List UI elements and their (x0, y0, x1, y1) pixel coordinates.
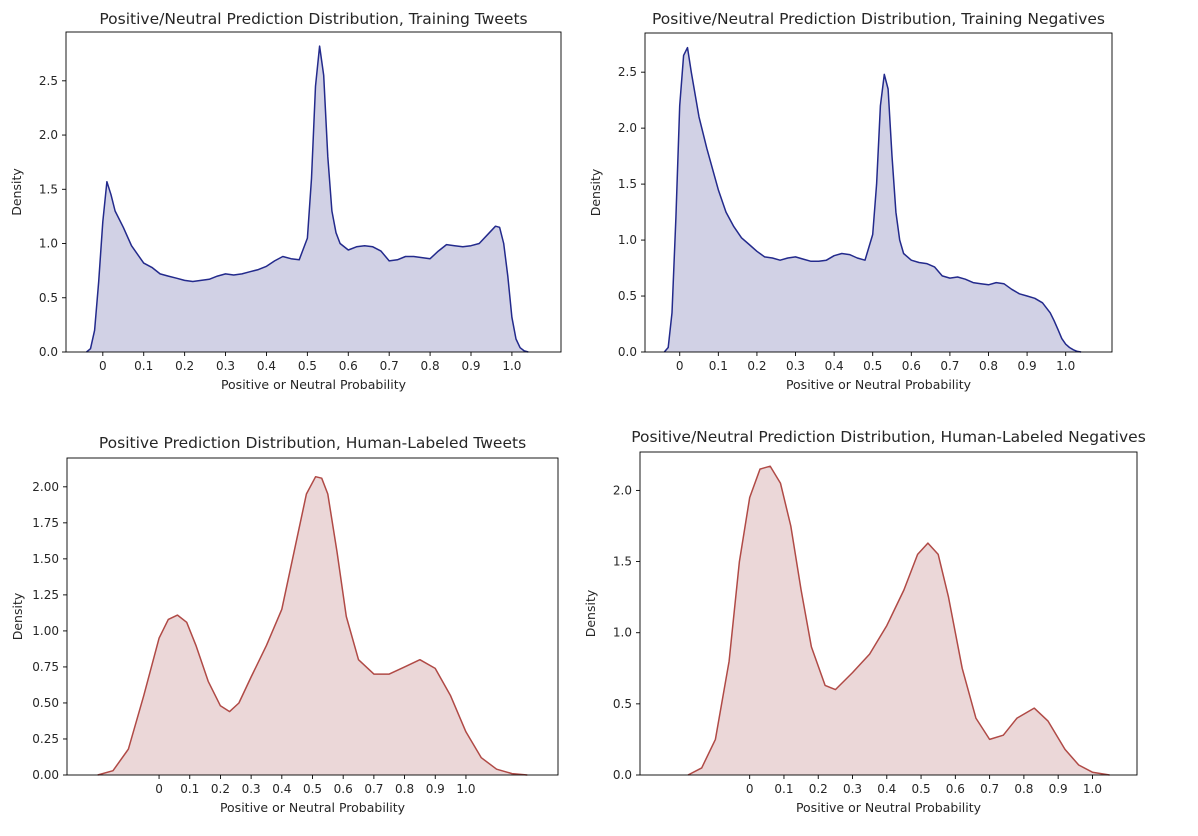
x-tick-label: 0.7 (380, 359, 399, 373)
x-tick-label: 0.4 (877, 782, 896, 796)
panel-human-labeled-tweets: Positive Prediction Distribution, Human-… (10, 434, 559, 815)
x-tick-label: 0.1 (709, 359, 728, 373)
density-line (663, 46, 1082, 353)
x-tick-label: 0 (99, 359, 107, 373)
y-tick-label: 1.5 (613, 555, 632, 569)
density-area (688, 466, 1110, 775)
y-tick-label: 0.5 (618, 289, 637, 303)
x-tick-label: 0.5 (863, 359, 882, 373)
y-tick-label: 1.75 (32, 516, 59, 530)
x-tick-label: 0.3 (242, 782, 261, 796)
x-tick-label: 1.0 (502, 359, 521, 373)
density-line (86, 45, 529, 353)
x-tick-label: 0.5 (912, 782, 931, 796)
y-tick-label: 1.0 (613, 626, 632, 640)
x-tick-label: 1.0 (456, 782, 475, 796)
y-axis-label: Density (588, 168, 603, 216)
y-tick-label: 2.0 (618, 121, 637, 135)
density-area (97, 476, 528, 775)
x-tick-label: 0.2 (809, 782, 828, 796)
y-tick-label: 1.0 (618, 233, 637, 247)
x-tick-label: 0.1 (134, 359, 153, 373)
panel-training-negatives: Positive/Neutral Prediction Distribution… (588, 10, 1113, 392)
y-tick-label: 0.25 (32, 732, 59, 746)
x-axis-label: Positive or Neutral Probability (220, 800, 406, 815)
y-tick-label: 0.5 (613, 697, 632, 711)
y-tick-label: 0.5 (39, 291, 58, 305)
axes-frame (639, 451, 1138, 776)
y-tick-label: 0.0 (618, 345, 637, 359)
chart-title: Positive Prediction Distribution, Human-… (99, 434, 526, 452)
y-axis-label: Density (583, 589, 598, 637)
chart-title: Positive/Neutral Prediction Distribution… (631, 428, 1146, 446)
x-tick-label: 0.5 (303, 782, 322, 796)
x-tick-label: 0.6 (902, 359, 921, 373)
panel-training-tweets: Positive/Neutral Prediction Distribution… (9, 10, 562, 392)
x-axis-label: Positive or Neutral Probability (786, 377, 972, 392)
x-tick-label: 0.8 (979, 359, 998, 373)
x-tick-label: 0.3 (786, 359, 805, 373)
x-tick-label: 0.6 (334, 782, 353, 796)
x-tick-label: 0.7 (364, 782, 383, 796)
x-tick-label: 0 (676, 359, 684, 373)
x-tick-label: 0.4 (825, 359, 844, 373)
x-tick-label: 0.3 (843, 782, 862, 796)
density-area (664, 47, 1082, 352)
x-tick-label: 1.0 (1056, 359, 1075, 373)
x-tick-label: 0.1 (180, 782, 199, 796)
x-tick-label: 0.7 (980, 782, 999, 796)
x-tick-label: 0.9 (1018, 359, 1037, 373)
density-area (86, 46, 529, 352)
x-tick-label: 0.4 (257, 359, 276, 373)
y-tick-label: 0.50 (32, 696, 59, 710)
y-tick-label: 1.5 (39, 182, 58, 196)
x-axis-label: Positive or Neutral Probability (796, 800, 982, 815)
y-tick-label: 0.0 (39, 345, 58, 359)
y-tick-label: 1.25 (32, 588, 59, 602)
x-tick-label: 0.9 (426, 782, 445, 796)
y-tick-label: 2.0 (39, 128, 58, 142)
x-tick-label: 0.8 (1014, 782, 1033, 796)
x-tick-label: 0 (155, 782, 163, 796)
y-tick-label: 2.0 (613, 483, 632, 497)
y-tick-label: 0.75 (32, 660, 59, 674)
y-tick-label: 0.0 (613, 768, 632, 782)
x-tick-label: 0.7 (940, 359, 959, 373)
x-tick-label: 0.5 (298, 359, 317, 373)
y-axis-label: Density (10, 592, 25, 640)
x-tick-label: 0.4 (272, 782, 291, 796)
y-tick-label: 1.0 (39, 237, 58, 251)
y-tick-label: 1.00 (32, 624, 59, 638)
density-line (687, 465, 1110, 776)
chart-title: Positive/Neutral Prediction Distribution… (99, 10, 527, 28)
y-tick-label: 0.00 (32, 768, 59, 782)
x-tick-label: 0.6 (339, 359, 358, 373)
y-tick-label: 2.5 (39, 74, 58, 88)
x-tick-label: 0.2 (747, 359, 766, 373)
density-line (97, 475, 528, 776)
x-tick-label: 0.9 (1049, 782, 1068, 796)
axes-frame (644, 32, 1113, 353)
x-tick-label: 0.3 (216, 359, 235, 373)
y-tick-label: 1.5 (618, 177, 637, 191)
x-tick-label: 0.6 (946, 782, 965, 796)
panel-human-labeled-negatives: Positive/Neutral Prediction Distribution… (583, 428, 1146, 815)
y-tick-label: 2.5 (618, 65, 637, 79)
x-tick-label: 0.1 (774, 782, 793, 796)
x-axis-label: Positive or Neutral Probability (221, 377, 407, 392)
chart-title: Positive/Neutral Prediction Distribution… (652, 10, 1105, 28)
y-tick-label: 2.00 (32, 480, 59, 494)
x-tick-label: 0 (746, 782, 754, 796)
y-tick-label: 1.50 (32, 552, 59, 566)
x-tick-label: 0.8 (395, 782, 414, 796)
x-tick-label: 0.8 (421, 359, 440, 373)
x-tick-label: 0.2 (211, 782, 230, 796)
x-tick-label: 1.0 (1083, 782, 1102, 796)
axes-frame (65, 31, 562, 353)
y-axis-label: Density (9, 168, 24, 216)
x-tick-label: 0.2 (175, 359, 194, 373)
x-tick-label: 0.9 (461, 359, 480, 373)
